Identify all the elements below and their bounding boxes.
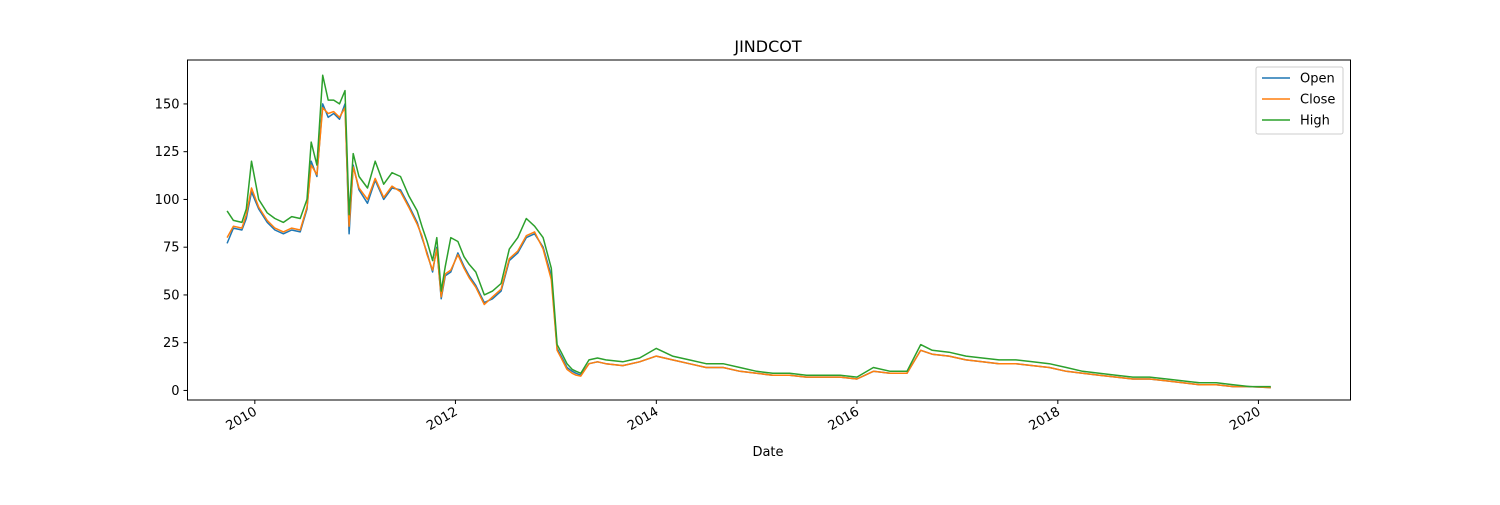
x-tick-label: 2012: [424, 404, 460, 434]
series-line-open: [226, 103, 1271, 389]
legend-label-high: High: [1300, 114, 1330, 129]
y-tick-label: 125: [155, 145, 180, 160]
legend-box: [1255, 66, 1344, 135]
y-tick-label: 100: [155, 193, 180, 208]
legend: Open Close High: [1255, 66, 1344, 135]
x-axis-ticks: 2010 2012 2014 2016 2018 2020: [224, 400, 1263, 434]
y-axis-ticks: 0 25 50 75 100 125 150: [155, 97, 188, 399]
x-tick-label: 2020: [1227, 404, 1263, 434]
x-tick-label: 2010: [224, 404, 260, 434]
y-tick-label: 50: [163, 288, 180, 303]
x-axis-label: Date: [752, 445, 783, 460]
y-tick-label: 150: [155, 97, 180, 112]
chart-title: JINDCOT: [733, 37, 801, 56]
plot-frame: [187, 59, 1351, 401]
series-line-close: [226, 107, 1271, 389]
x-tick-label: 2018: [1027, 404, 1063, 434]
y-tick-label: 75: [163, 241, 180, 256]
y-tick-label: 0: [171, 384, 179, 399]
legend-label-close: Close: [1300, 93, 1335, 108]
x-tick-label: 2016: [826, 404, 862, 434]
y-tick-label: 25: [163, 336, 180, 351]
legend-label-open: Open: [1300, 72, 1335, 87]
x-tick-label: 2014: [625, 404, 661, 434]
series-line-high: [226, 74, 1271, 388]
series-layer: [226, 74, 1271, 389]
